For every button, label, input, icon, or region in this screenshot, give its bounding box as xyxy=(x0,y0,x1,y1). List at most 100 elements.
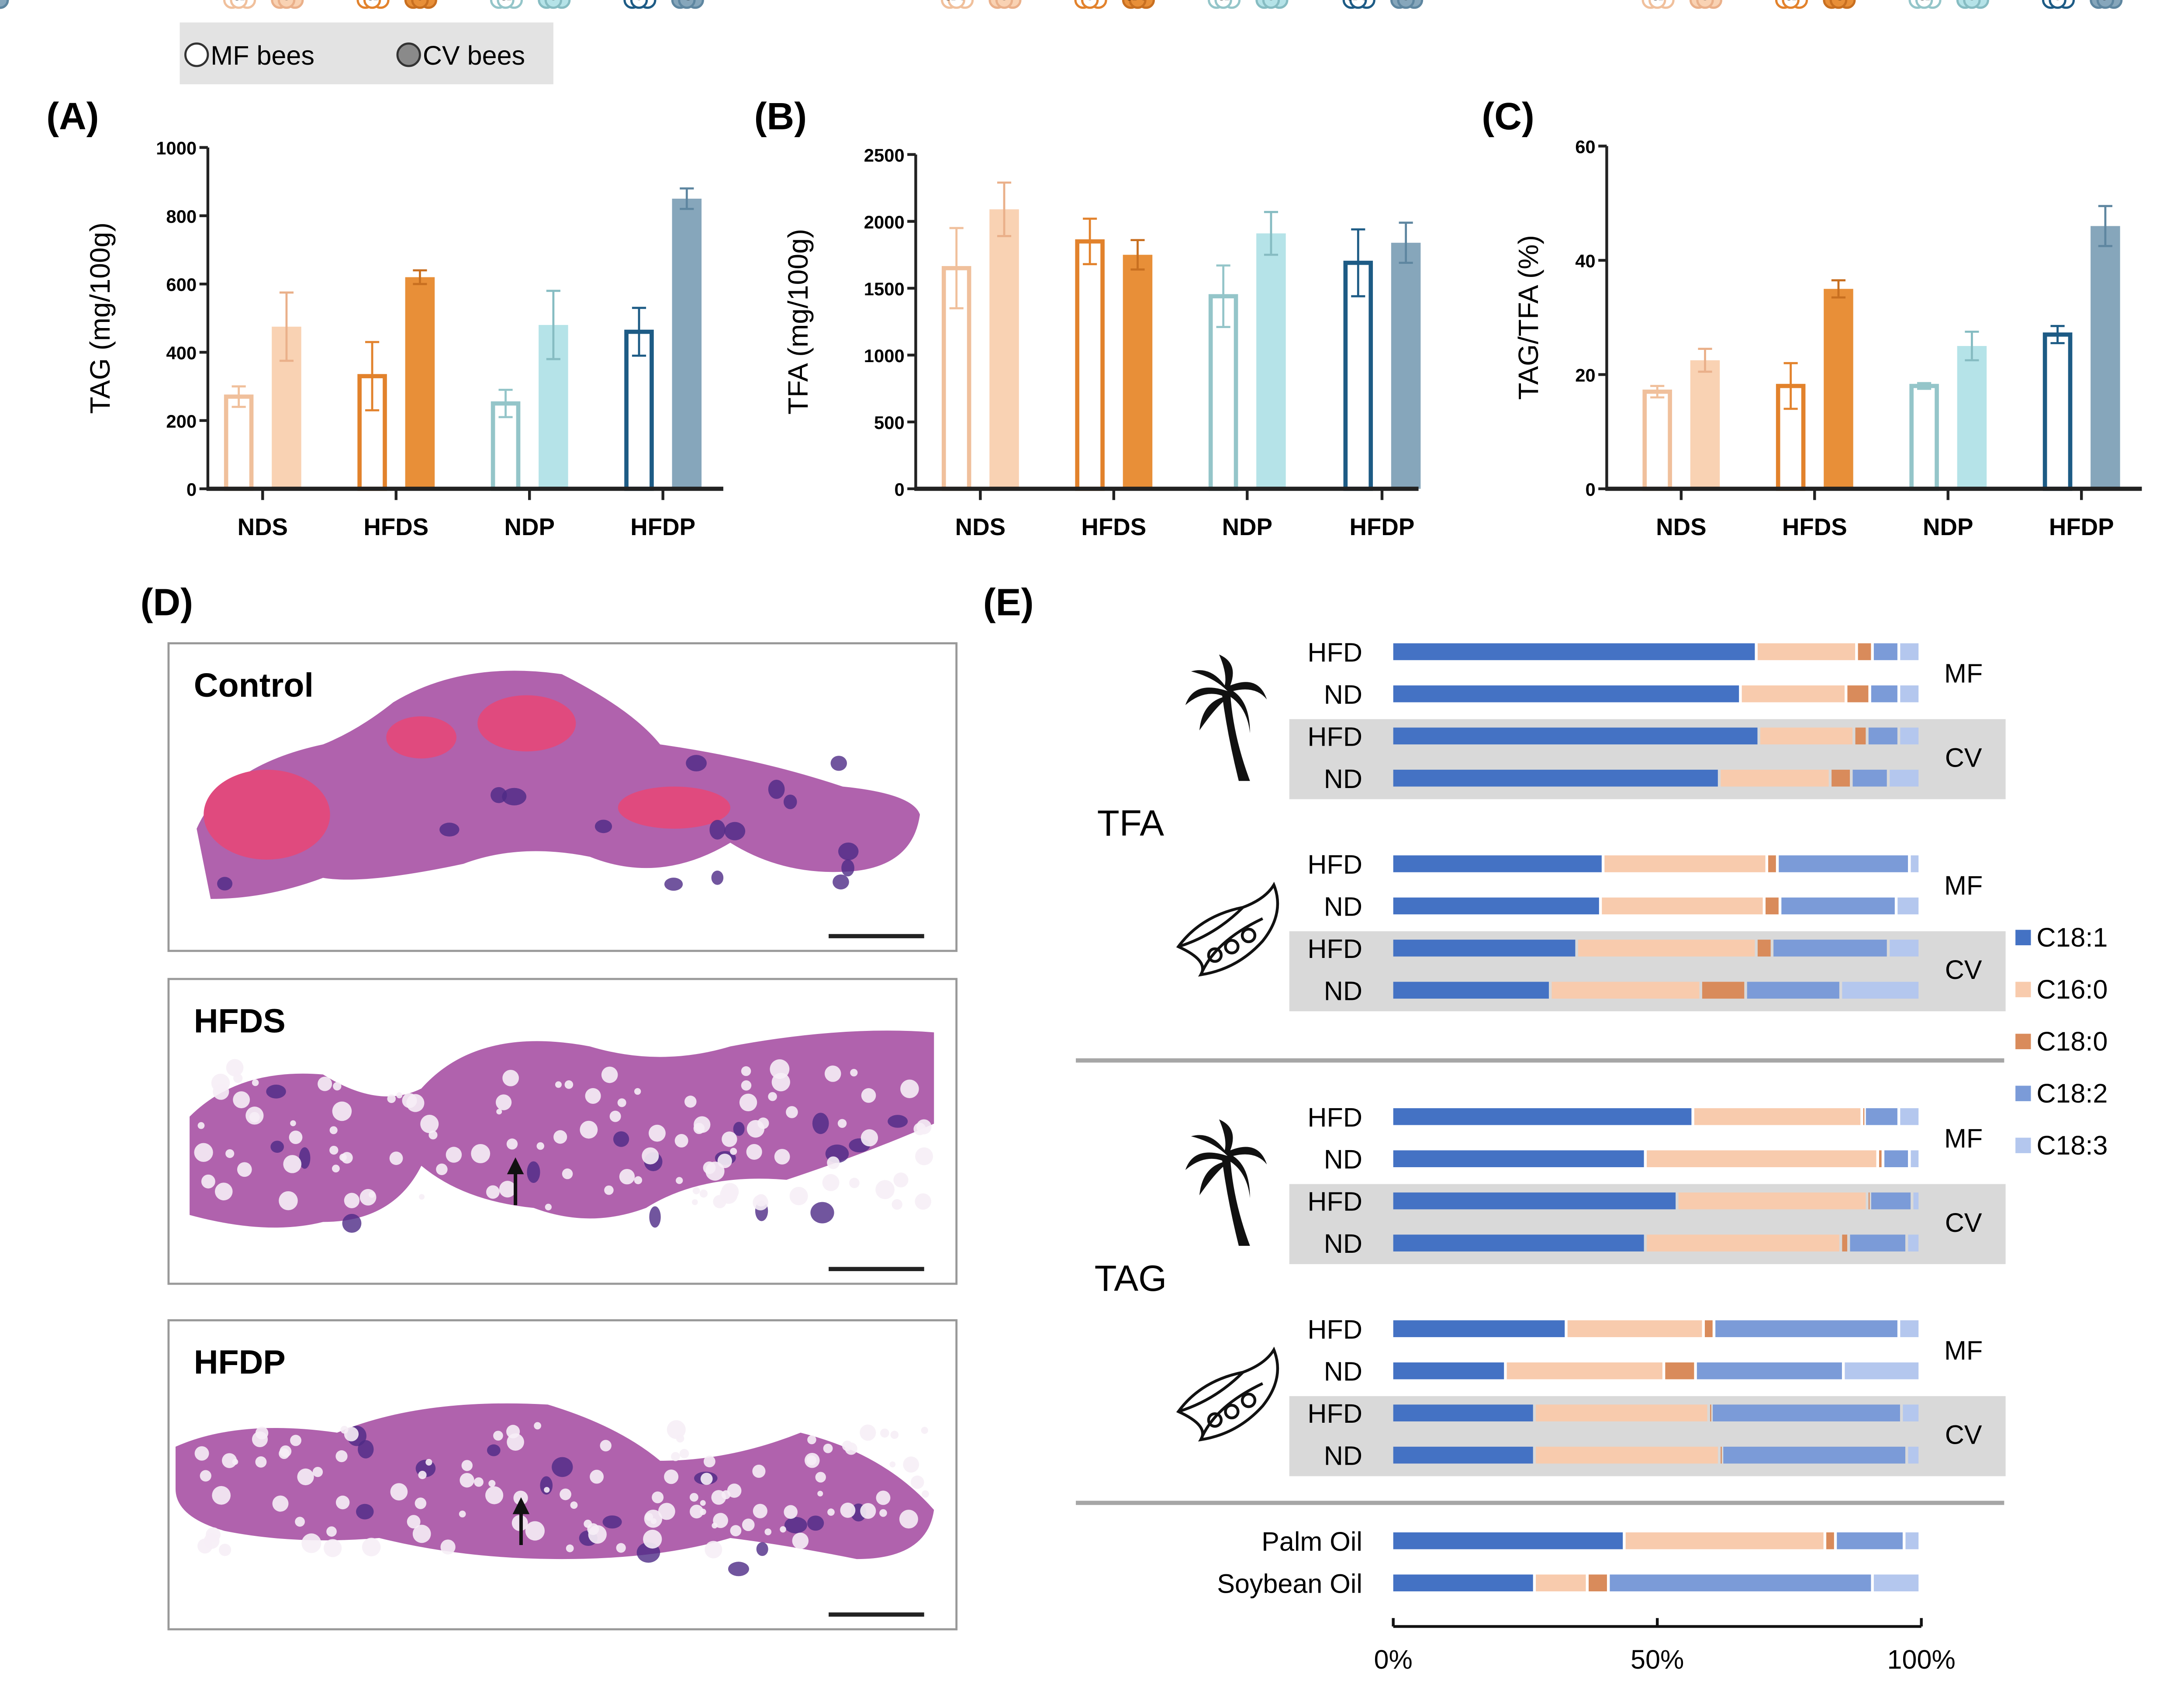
lipid-droplet xyxy=(506,1138,518,1150)
lipid-droplet xyxy=(741,1080,752,1091)
lipid-droplet xyxy=(815,1472,826,1483)
segment-C18-2 xyxy=(1866,1108,1897,1125)
lipid-droplet xyxy=(774,1149,790,1165)
segment-C18-3 xyxy=(1911,855,1919,872)
nucleus xyxy=(342,1213,362,1233)
segment-C18-0 xyxy=(1768,855,1776,872)
lipid-droplet xyxy=(642,1147,659,1165)
panel-label-a: (A) xyxy=(46,95,99,138)
lipid-droplet xyxy=(341,1152,353,1164)
lipid-droplet xyxy=(545,1203,552,1210)
mf-marker-icon xyxy=(184,42,209,67)
bar-chart-a: 0 200 400 600 800 1000 TAG (mg/100g) a b NDS a b HFD… xyxy=(0,0,723,540)
nucleus xyxy=(812,1113,829,1134)
lipid-droplet xyxy=(658,1503,675,1520)
segment-C18-3 xyxy=(1845,1362,1919,1379)
lipid-droplet xyxy=(741,1066,751,1076)
lipid-droplet xyxy=(713,1513,728,1528)
nucleus xyxy=(686,755,707,771)
row-label-diet: ND xyxy=(1324,892,1362,921)
lipid-droplet xyxy=(590,1469,604,1484)
y-axis-label: TAG/TFA (%) xyxy=(1513,235,1544,400)
micrograph-hfds: HFDS xyxy=(167,978,958,1285)
stacked-bar-tfa-soybean-cv-hfd xyxy=(1393,940,1919,957)
bar-cv-hfdp xyxy=(2091,226,2120,489)
section-label: TAG xyxy=(1095,1258,1167,1299)
lipid-droplet xyxy=(604,1185,614,1195)
lipid-droplet xyxy=(889,1461,896,1468)
row-label-diet: HFD xyxy=(1307,1187,1362,1217)
lipid-droplet xyxy=(214,1182,233,1200)
scale-bar xyxy=(829,934,924,938)
stacked-bar-tag-palm-cv-hfd xyxy=(1393,1192,1919,1210)
segment-C18-3 xyxy=(1873,1574,1919,1592)
lipid-droplet xyxy=(425,1459,432,1466)
lipid-droplet xyxy=(840,1502,856,1518)
lipid-droplet xyxy=(301,1533,321,1553)
y-tick-label: 20 xyxy=(1575,365,1596,386)
legend-swatch xyxy=(2015,1137,2031,1153)
significance-letter: a xyxy=(1217,0,1229,5)
scale-bar xyxy=(829,1267,924,1271)
lipid-droplet xyxy=(861,1088,876,1103)
lipid-droplet xyxy=(742,1518,755,1532)
segment-C18-0 xyxy=(1868,1192,1870,1210)
lipid-droplet xyxy=(692,1187,700,1195)
lipid-droplet xyxy=(197,1538,213,1554)
lipid-droplet xyxy=(544,1487,550,1493)
lipid-droplet xyxy=(730,1525,742,1537)
bar-cv-nds xyxy=(989,209,1019,489)
oil-label: Soybean Oil xyxy=(1217,1569,1362,1598)
panel-label-d: (D) xyxy=(141,581,193,623)
segment-C16-0 xyxy=(1757,643,1856,660)
lipid-droplet xyxy=(194,1446,209,1461)
y-tick-label: 0 xyxy=(187,479,197,500)
pod-outline xyxy=(1176,1346,1279,1442)
x-tick-label: HFDP xyxy=(2049,514,2114,540)
y-tick-label: 60 xyxy=(1575,136,1596,157)
significance-letter: a xyxy=(500,0,511,5)
nucleus xyxy=(664,878,683,891)
data-point xyxy=(277,0,296,9)
lipid-droplet xyxy=(824,1065,841,1082)
y-tick-label: 400 xyxy=(166,342,197,363)
bean xyxy=(1224,939,1240,954)
bar-mf-hfdp xyxy=(2042,332,2073,491)
bar-cv-nds xyxy=(1690,360,1720,489)
x-tick-label: 0% xyxy=(1374,1645,1413,1674)
lipid-droplet xyxy=(664,1469,679,1484)
lipid-droplet xyxy=(553,1130,567,1144)
lipid-droplet xyxy=(784,1505,798,1519)
lipid-droplet xyxy=(499,1181,516,1198)
lipid-droplet xyxy=(290,1435,301,1446)
lipid-droplet xyxy=(255,1456,267,1468)
lipid-droplet xyxy=(915,1193,931,1210)
data-point xyxy=(1648,0,1666,9)
lipid-droplet xyxy=(332,1165,340,1173)
row-label-diet: HFD xyxy=(1307,850,1362,879)
nucleus xyxy=(756,1542,768,1556)
legend-swatch xyxy=(2015,1034,2031,1049)
segment-C16-0 xyxy=(1678,1192,1866,1210)
lipid-droplet xyxy=(212,1486,231,1505)
bee-legend: MF bees CV bees xyxy=(180,22,553,84)
lipid-droplet xyxy=(252,1431,268,1447)
bar-cv-hfds xyxy=(1123,255,1153,489)
muscle-fibre xyxy=(477,695,576,752)
segment-C18-0 xyxy=(1826,1532,1834,1549)
lipid-droplet xyxy=(860,1503,876,1519)
lipid-droplet xyxy=(418,1471,427,1480)
lipid-droplet xyxy=(699,1189,708,1198)
bee-type-label: CV xyxy=(1945,743,1982,773)
segment-C18-0 xyxy=(1589,1574,1607,1592)
arrow-head-icon xyxy=(512,1497,530,1514)
segment-C18-2 xyxy=(1747,982,1839,999)
segment-C18-3 xyxy=(1890,770,1919,787)
lipid-droplet xyxy=(845,1442,857,1455)
segment-C16-0 xyxy=(1604,855,1766,872)
segment-C16-0 xyxy=(1536,1574,1586,1592)
significance-letter: b xyxy=(1399,0,1412,5)
nucleus xyxy=(358,1440,374,1459)
lipid-droplet xyxy=(369,1191,375,1198)
lipid-droplet xyxy=(691,1199,698,1205)
